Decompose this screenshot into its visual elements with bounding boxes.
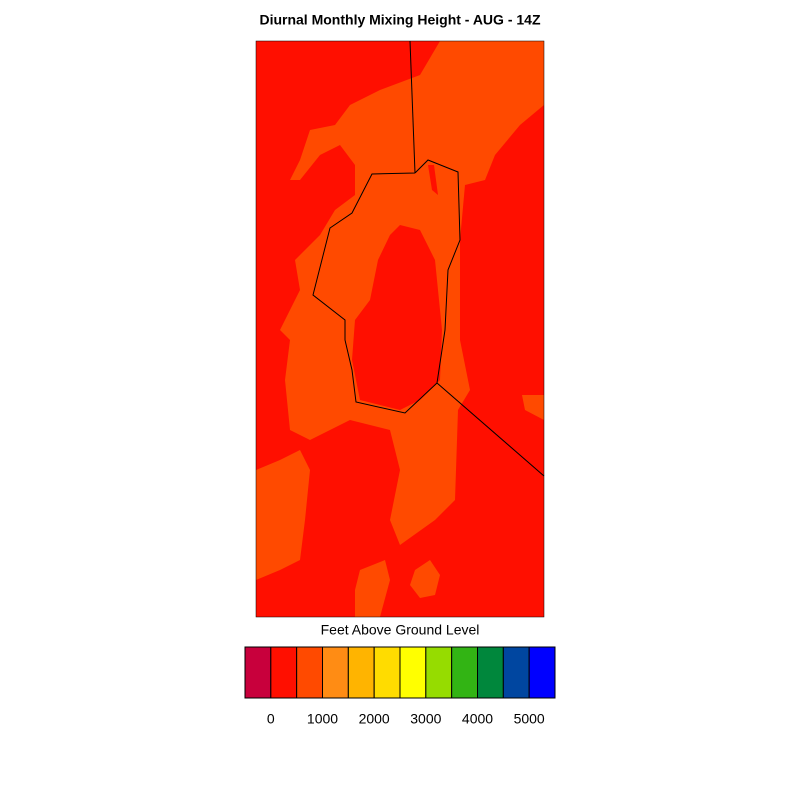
colorbar-box [373, 646, 401, 699]
colorbar-box [244, 646, 272, 699]
colorbar-box [502, 646, 530, 699]
colorbar-box [347, 646, 375, 699]
colorbar-tick-label: 0 [267, 711, 275, 727]
contour-region [428, 165, 438, 195]
colorbar-box [477, 646, 504, 699]
contour-region [522, 395, 544, 420]
map-frame [255, 40, 545, 618]
contour-fill [352, 165, 442, 410]
colorbar-label: Feet Above Ground Level [321, 622, 480, 638]
contour-region [256, 450, 310, 580]
boundary-line [436, 382, 545, 477]
colorbar-tick-label: 3000 [410, 711, 441, 727]
colorbar: 0 1000 2000 3000 4000 5000 [244, 646, 556, 727]
colorbar-box [296, 646, 323, 699]
colorbar-tick-label: 2000 [359, 711, 390, 727]
colorbar-tick-label: 4000 [462, 711, 493, 727]
boundary-line [409, 40, 416, 174]
contour-region [410, 560, 440, 598]
contour-region [355, 560, 390, 617]
title: Diurnal Monthly Mixing Height - AUG - 14… [259, 12, 540, 28]
boundary-line [312, 159, 461, 414]
colorbar-box [270, 646, 298, 699]
colorbar-box [528, 646, 556, 699]
colorbar-tick-label: 1000 [307, 711, 338, 727]
boundaries [312, 40, 545, 477]
colorbar-box [451, 646, 478, 699]
colorbar-box [322, 646, 349, 699]
colorbar-box [399, 646, 427, 699]
contour-region [352, 225, 442, 410]
colorbar-box [425, 646, 453, 699]
colorbar-tick-label: 5000 [514, 711, 545, 727]
map [255, 40, 545, 618]
